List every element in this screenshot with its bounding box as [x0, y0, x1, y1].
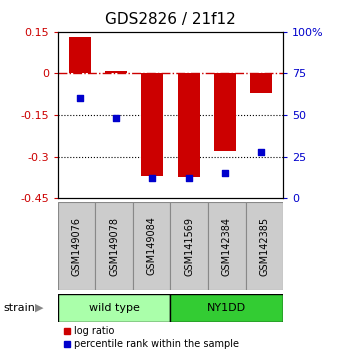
- Text: GSM141569: GSM141569: [184, 217, 194, 275]
- Text: strain: strain: [3, 303, 35, 313]
- Bar: [69, 38, 91, 74]
- Point: [77, 96, 83, 101]
- Bar: [214, 74, 236, 151]
- Bar: [208, 202, 246, 290]
- Bar: [246, 202, 283, 290]
- Point: [150, 176, 155, 181]
- Bar: [170, 295, 283, 321]
- Point: [222, 171, 228, 176]
- Text: GSM142385: GSM142385: [259, 216, 269, 276]
- Point: [258, 149, 264, 154]
- Point: [113, 115, 119, 121]
- Bar: [95, 202, 133, 290]
- Bar: [58, 295, 170, 321]
- Bar: [250, 74, 272, 93]
- Text: NY1DD: NY1DD: [207, 303, 246, 313]
- Text: GSM142384: GSM142384: [222, 217, 232, 275]
- Text: GSM149084: GSM149084: [147, 217, 157, 275]
- Bar: [170, 202, 208, 290]
- Bar: [58, 202, 95, 290]
- Text: ▶: ▶: [35, 303, 43, 313]
- Legend: log ratio, percentile rank within the sample: log ratio, percentile rank within the sa…: [63, 326, 239, 349]
- Bar: [142, 74, 163, 176]
- Text: GSM149076: GSM149076: [72, 217, 82, 275]
- Text: GSM149078: GSM149078: [109, 217, 119, 275]
- Bar: [178, 74, 199, 177]
- Bar: [133, 202, 170, 290]
- Text: GDS2826 / 21f12: GDS2826 / 21f12: [105, 12, 236, 27]
- Bar: [105, 71, 127, 74]
- Text: wild type: wild type: [89, 303, 140, 313]
- Point: [186, 176, 191, 181]
